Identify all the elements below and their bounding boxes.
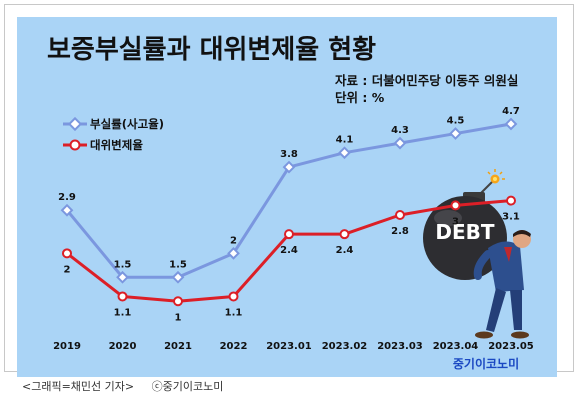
legend: 부실률(사고율) 대위변제율 — [63, 116, 164, 152]
series-2-point — [450, 200, 461, 211]
chart-title: 보증부실률과 대위변제율 현황 — [47, 35, 376, 65]
x-tick-label: 2023.01 — [266, 341, 312, 352]
legend-item-1: 부실률(사고율) — [63, 116, 164, 132]
series-2-point — [339, 229, 350, 240]
unit-text: 단위 : % — [335, 90, 385, 105]
legend-label-2: 대위변제율 — [90, 138, 143, 152]
series-1-data-label: 4.5 — [447, 116, 465, 127]
series-1-point — [282, 160, 296, 174]
series-1-data-label: 1.5 — [169, 259, 187, 270]
series-2-point — [62, 248, 72, 259]
series-1-point — [338, 146, 351, 160]
series-2-point — [228, 291, 239, 302]
data-labels: 2.9 1.5 1.5 2 3.8 4.1 4.3 4.5 4.7 2 1.1 1 1.1 2.4 2.4 2… — [58, 106, 520, 323]
series-2-point — [173, 296, 183, 307]
series-1-point — [504, 117, 518, 131]
series-2-data-label: 2.4 — [336, 245, 354, 256]
x-tick-label: 2022 — [220, 341, 248, 352]
legend-marker-1 — [67, 116, 83, 132]
series-1-point — [116, 270, 129, 284]
series-1-point — [60, 203, 74, 217]
x-tick-label: 2021 — [164, 341, 192, 352]
x-axis-ticks: 2019 2020 2021 2022 2023.01 2023.02 2023.03 202… — [53, 341, 534, 352]
x-tick-label: 2023.02 — [322, 341, 368, 352]
series-2-point — [284, 229, 294, 240]
series-2-data-label: 2.4 — [280, 245, 298, 256]
series-2-data-label: 2 — [64, 264, 71, 275]
debt-illustration: DEBT — [423, 169, 531, 339]
caption-copyright: ⓒ중기이코노미 — [151, 380, 224, 393]
legend-label-1: 부실률(사고율) — [90, 117, 164, 131]
source-text: 자료 : 더불어민주당 이동주 의원실 — [335, 73, 518, 88]
series-2-data-label: 1 — [175, 312, 182, 323]
bomb-highlight — [434, 210, 462, 226]
series-2-data-label: 3 — [452, 216, 459, 227]
legend-item-2: 대위변제율 — [63, 138, 143, 152]
series-2-data-label: 1.1 — [225, 307, 243, 318]
x-tick-label: 2023.04 — [433, 341, 479, 352]
series-2-point — [117, 291, 128, 302]
series-2-data-label: 1.1 — [114, 307, 132, 318]
series-1-data-label: 4.3 — [391, 125, 409, 136]
image-caption: <그래픽=채민선 기자> ⓒ중기이코노미 — [22, 378, 237, 394]
series-1-data-label: 2.9 — [58, 192, 76, 203]
series-markers — [60, 117, 518, 307]
x-tick-label: 2023.03 — [377, 341, 423, 352]
series-1-data-label: 1.5 — [114, 259, 132, 270]
x-tick-label: 2020 — [109, 341, 137, 352]
series-1-point — [227, 246, 240, 260]
series-2-point — [395, 210, 405, 220]
series-1-data-label: 4.1 — [336, 135, 354, 146]
series-1-data-label: 3.8 — [280, 149, 298, 160]
series-1-data-label: 2 — [230, 235, 237, 246]
series-1-data-label: 4.7 — [502, 106, 520, 117]
series-1-point — [449, 127, 462, 140]
businessman-figure — [473, 230, 531, 339]
x-tick-label: 2023.05 — [488, 341, 534, 352]
series-2-point — [506, 195, 516, 206]
series-2-data-label: 3.1 — [502, 212, 520, 223]
brand-logo: 중기이코노미 — [453, 356, 519, 371]
debt-label: DEBT — [435, 220, 495, 244]
caption-credit: <그래픽=채민선 기자> — [22, 380, 135, 393]
legend-marker-2 — [69, 139, 81, 151]
series-1-point — [171, 270, 185, 284]
series-1-point — [393, 136, 407, 150]
fuse-spark-icon — [487, 169, 505, 184]
series-2-data-label: 2.8 — [391, 226, 409, 237]
x-tick-label: 2019 — [53, 341, 81, 352]
